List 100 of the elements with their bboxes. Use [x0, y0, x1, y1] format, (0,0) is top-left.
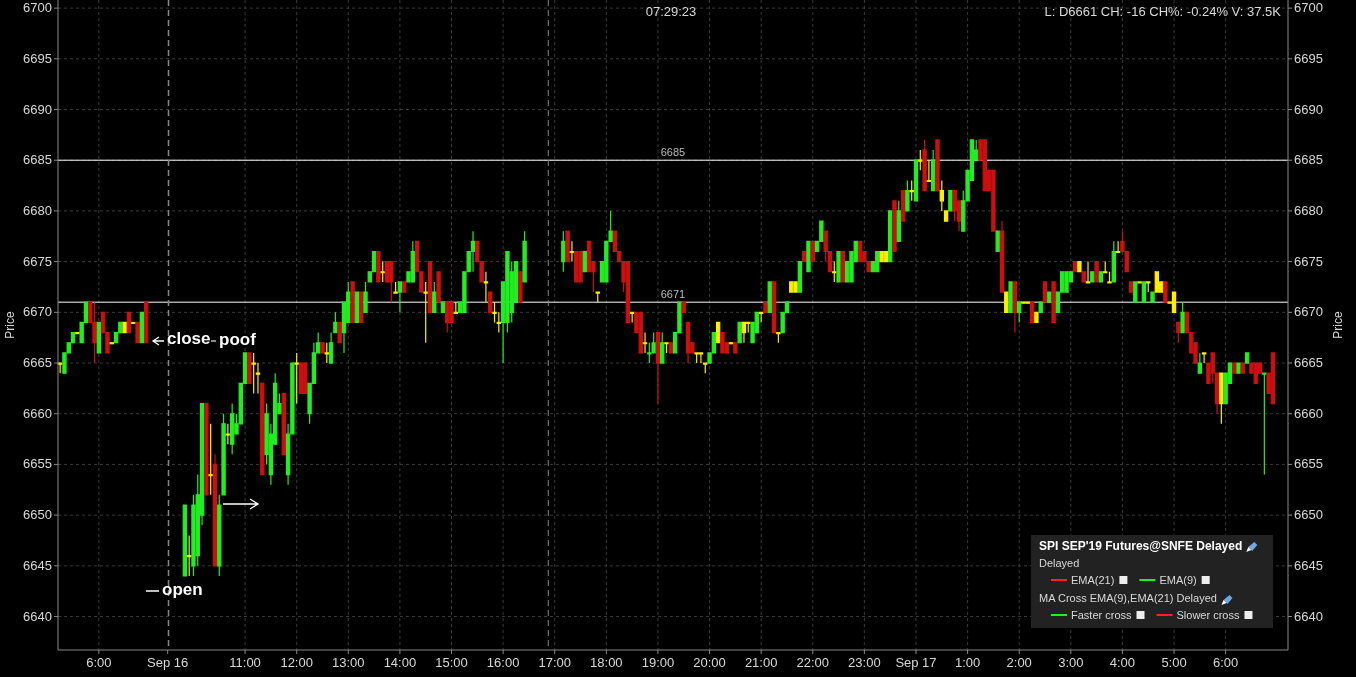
x-tick-label: Sep 16: [147, 655, 189, 670]
candlestick: [324, 342, 329, 364]
candlestick: [389, 261, 394, 303]
x-tick-label: 13:00: [332, 655, 365, 670]
y2-tick-label: 6670: [1294, 304, 1323, 320]
candlestick: [247, 352, 252, 384]
x-tick-label: 21:00: [744, 655, 778, 670]
candlestick: [186, 534, 192, 577]
candlestick: [595, 291, 600, 303]
candlestick: [1012, 281, 1018, 334]
candlestick: [1051, 281, 1056, 324]
candlestick: [1103, 261, 1108, 274]
candlestick: [376, 250, 381, 283]
candlestick: [922, 139, 927, 192]
candlestick: [518, 271, 523, 303]
x-tick-label: 23:00: [848, 655, 881, 670]
candlestick: [483, 271, 489, 303]
y-tick-label: 6695: [23, 50, 52, 66]
candlestick: [875, 250, 880, 273]
y2-tick-label: 6660: [1294, 405, 1323, 421]
candlestick: [320, 342, 325, 354]
candlestick: [251, 352, 256, 395]
candlestick: [453, 301, 459, 314]
y2-tick-label: 6690: [1294, 101, 1323, 117]
x-tick-label: 4:00: [1109, 655, 1136, 670]
y-tick-label: 6665: [23, 355, 52, 371]
ref-line-label: 6671: [660, 288, 686, 301]
annotation: open: [162, 580, 203, 599]
candlestick: [1025, 301, 1031, 304]
candlestick: [1115, 240, 1121, 254]
candlestick: [655, 332, 661, 405]
y-axis-title: Price: [3, 311, 17, 339]
x-tick-label: 11:00: [229, 655, 261, 670]
x-tick-label: 15:00: [435, 655, 468, 670]
candlestick: [1146, 281, 1151, 293]
candlestick: [758, 311, 764, 324]
y-tick-label: 6660: [23, 405, 52, 421]
candlestick: [432, 281, 437, 313]
candlestick: [1077, 261, 1082, 273]
candlestick: [737, 321, 742, 344]
candlestick: [135, 321, 140, 344]
x-tick-label: 2:00: [1006, 655, 1032, 670]
candlestick: [260, 382, 265, 476]
y-tick-label: 6640: [23, 608, 52, 624]
annotation: Delayed: [1039, 557, 1080, 569]
candlestick: [776, 332, 781, 344]
y2-tick-label: 6665: [1294, 355, 1323, 371]
x-tick-label: 19:00: [641, 655, 675, 670]
annotation: poof: [219, 330, 257, 349]
x-tick-label: Sep 17: [895, 655, 937, 670]
y-tick-label: 6690: [23, 101, 52, 117]
annotation: 07:29:23: [645, 4, 697, 19]
candlestick: [303, 362, 308, 395]
candlestick: [1021, 301, 1026, 304]
x-tick-label: 16:00: [486, 655, 520, 670]
legend-label: EMA(21): [1071, 574, 1115, 586]
x-tick-label: 14:00: [383, 655, 417, 670]
annotation: L: D6661 CH: -16 CH%: -0.24% V: 37.5K: [1044, 4, 1282, 19]
candlestick: [918, 149, 923, 171]
legend-title: SPI SEP'19 Futures@SNFE Delayed: [1039, 539, 1243, 553]
candlestick: [470, 230, 476, 273]
y-tick-label: 6700: [23, 0, 52, 16]
candlestick: [1180, 301, 1185, 334]
candlestick: [1150, 291, 1155, 303]
candlestick: [909, 179, 914, 202]
candlestick: [328, 332, 334, 364]
legend-label: EMA(9): [1159, 574, 1197, 586]
candlestick: [832, 261, 837, 283]
candlestick: [92, 301, 97, 364]
candlestick: [350, 281, 355, 324]
candlestick: [939, 179, 944, 212]
y2-tick-label: 6695: [1294, 50, 1323, 66]
y2-tick-label: 6675: [1294, 253, 1323, 269]
candlestick: [720, 332, 725, 354]
candlestick: [522, 230, 527, 283]
candlestick: [1094, 261, 1099, 283]
y2-tick-label: 6655: [1294, 456, 1323, 472]
candlestick: [642, 332, 648, 354]
candlestick: [1137, 281, 1142, 284]
candlestick: [578, 250, 583, 283]
y-tick-label: 6680: [23, 202, 52, 218]
candlestick: [57, 362, 63, 374]
y2-tick-label: 6685: [1294, 152, 1323, 168]
candlestick: [1064, 271, 1069, 293]
y-tick-label: 6655: [23, 456, 52, 472]
candlestick: [879, 250, 884, 263]
candlestick: [638, 311, 643, 354]
candlestick: [1201, 352, 1207, 364]
candlestick: [1163, 281, 1168, 303]
candlestick: [75, 332, 80, 335]
candlestick: [629, 311, 635, 324]
candlestick: [363, 281, 368, 313]
x-tick-label: 5:00: [1161, 655, 1187, 670]
y-tick-label: 6650: [23, 507, 52, 523]
candlestick: [131, 321, 136, 325]
x-tick-label: 6:00: [86, 655, 112, 670]
y-tick-label: 6645: [23, 557, 52, 573]
x-tick-label: 12:00: [280, 655, 313, 670]
candlestick: [294, 352, 299, 405]
candlestick: [380, 261, 385, 283]
